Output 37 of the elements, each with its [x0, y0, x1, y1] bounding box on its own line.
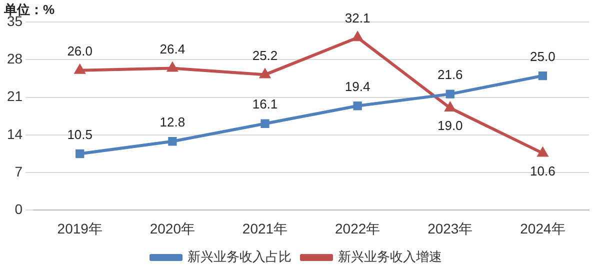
y-tick-label: 14: [6, 126, 23, 142]
point: [167, 62, 178, 72]
point: [446, 90, 454, 98]
data-label: 21.6: [437, 67, 463, 82]
data-label: 25.2: [252, 48, 278, 63]
x-tick-label: 2020年: [150, 220, 196, 236]
y-tick-label: 7: [14, 163, 23, 180]
data-label: 32.1: [344, 10, 370, 26]
data-label: 19.0: [437, 118, 463, 134]
point: [445, 102, 456, 112]
data-label: 19.4: [344, 78, 370, 94]
x-tick-label: 2022年: [334, 220, 380, 236]
point: [76, 149, 84, 158]
point: [352, 32, 363, 42]
y-tick-label: 0: [14, 201, 23, 218]
y-tick-label: 28: [6, 50, 23, 66]
legend-label: 新兴业务收入增速: [338, 249, 442, 264]
data-label: 10.5: [67, 126, 93, 142]
point: [538, 71, 548, 80]
data-label: 10.6: [530, 163, 556, 178]
x-tick-label: 2023年: [428, 220, 473, 236]
point: [74, 64, 85, 74]
y-tick-label: 21: [6, 88, 23, 104]
point: [168, 137, 177, 146]
x-tick-label: 2024年: [520, 220, 566, 236]
data-label: 12.8: [160, 114, 186, 130]
data-label: 25.0: [530, 48, 556, 64]
data-label: 26.0: [67, 43, 93, 58]
x-tick-label: 2019年: [57, 220, 102, 236]
point: [260, 69, 270, 78]
data-label: 16.1: [252, 96, 278, 112]
point: [260, 119, 270, 128]
legend-label: 新兴业务收入占比: [188, 249, 292, 264]
x-tick-label: 2021年: [242, 220, 288, 236]
point: [353, 102, 362, 110]
point: [538, 148, 548, 157]
data-label: 26.4: [160, 41, 186, 56]
